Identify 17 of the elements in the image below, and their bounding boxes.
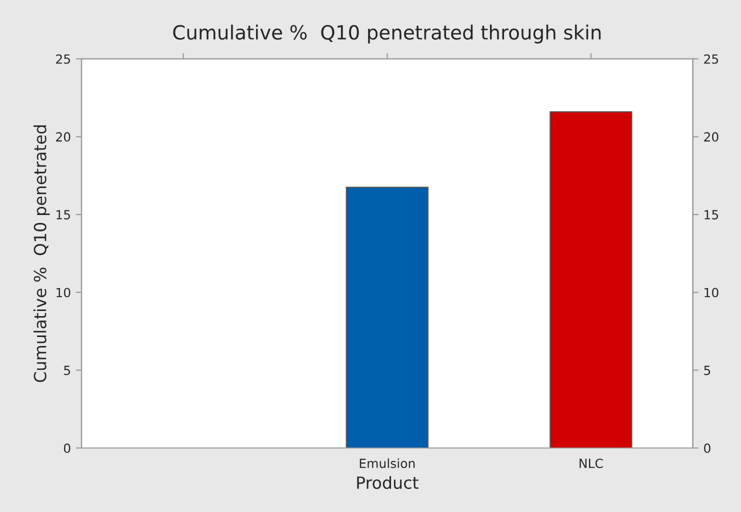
y-tick-label: 20: [56, 132, 70, 142]
y-tick-label: 15: [56, 210, 70, 220]
y2-tick-label: 20: [704, 132, 718, 142]
y-tick-label: 10: [56, 288, 70, 298]
y-tick-label: 25: [56, 54, 70, 64]
y2-tick-label: 25: [704, 54, 718, 64]
y2-tick-label: 5: [704, 366, 710, 376]
y2-tick-label: 0: [704, 443, 710, 453]
chart-title: Cumulative % Q10 penetrated through skin: [173, 24, 601, 44]
y-tick-label: 5: [64, 366, 70, 376]
y2-tick-label: 15: [704, 210, 718, 220]
y2-tick-label: 10: [704, 288, 718, 298]
x-tick-label: NLC: [580, 458, 603, 468]
y-axis-title: Cumulative % Q10 penetrated: [34, 125, 50, 382]
y-tick-label: 0: [64, 443, 70, 453]
x-tick-label: Emulsion: [360, 458, 415, 468]
x-axis-title: Product: [357, 476, 418, 489]
